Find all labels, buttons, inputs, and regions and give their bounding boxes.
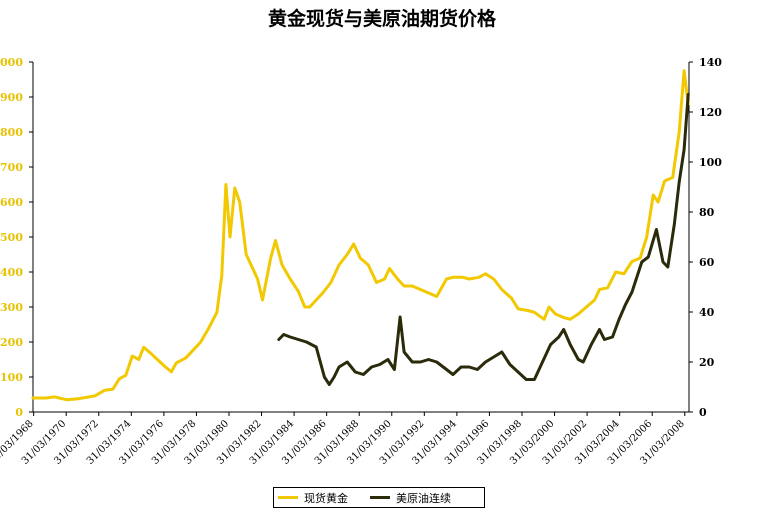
- y-left-tick-label: 900: [0, 91, 23, 104]
- y-right-tick-label: 120: [699, 106, 722, 119]
- chart-legend: 现货黄金 美原油连续: [273, 487, 485, 508]
- y-right-tick-label: 60: [699, 256, 715, 269]
- legend-swatch-gold: [278, 496, 298, 499]
- y-right-tick-label: 100: [699, 156, 722, 169]
- y-right-tick-label: 140: [699, 56, 722, 69]
- y-left-tick-label: 100: [0, 371, 23, 384]
- y-left-tick-label: 1000: [0, 56, 23, 69]
- series-line-gold: [31, 69, 690, 402]
- y-left-tick-label: 600: [0, 196, 23, 209]
- legend-label-oil: 美原油连续: [396, 492, 451, 505]
- legend-swatch-oil: [370, 496, 390, 499]
- y-left-tick-label: 200: [0, 336, 23, 349]
- chart-title: 黄金现货与美原油期货价格: [267, 8, 496, 30]
- y-right-tick-label: 0: [699, 406, 707, 419]
- y-left-tick-label: 800: [0, 126, 23, 139]
- series-line-oil: [277, 93, 690, 386]
- y-left-tick-label: 400: [0, 266, 23, 279]
- y-right-tick-label: 40: [699, 306, 715, 319]
- y-left-tick-label: 300: [0, 301, 23, 314]
- y-left-tick-label: 0: [15, 406, 23, 419]
- y-right-tick-label: 20: [699, 356, 715, 369]
- y-right-tick-label: 80: [699, 206, 715, 219]
- y-left-tick-label: 700: [0, 161, 23, 174]
- y-left-tick-label: 500: [0, 231, 23, 244]
- legend-label-gold: 现货黄金: [304, 492, 348, 505]
